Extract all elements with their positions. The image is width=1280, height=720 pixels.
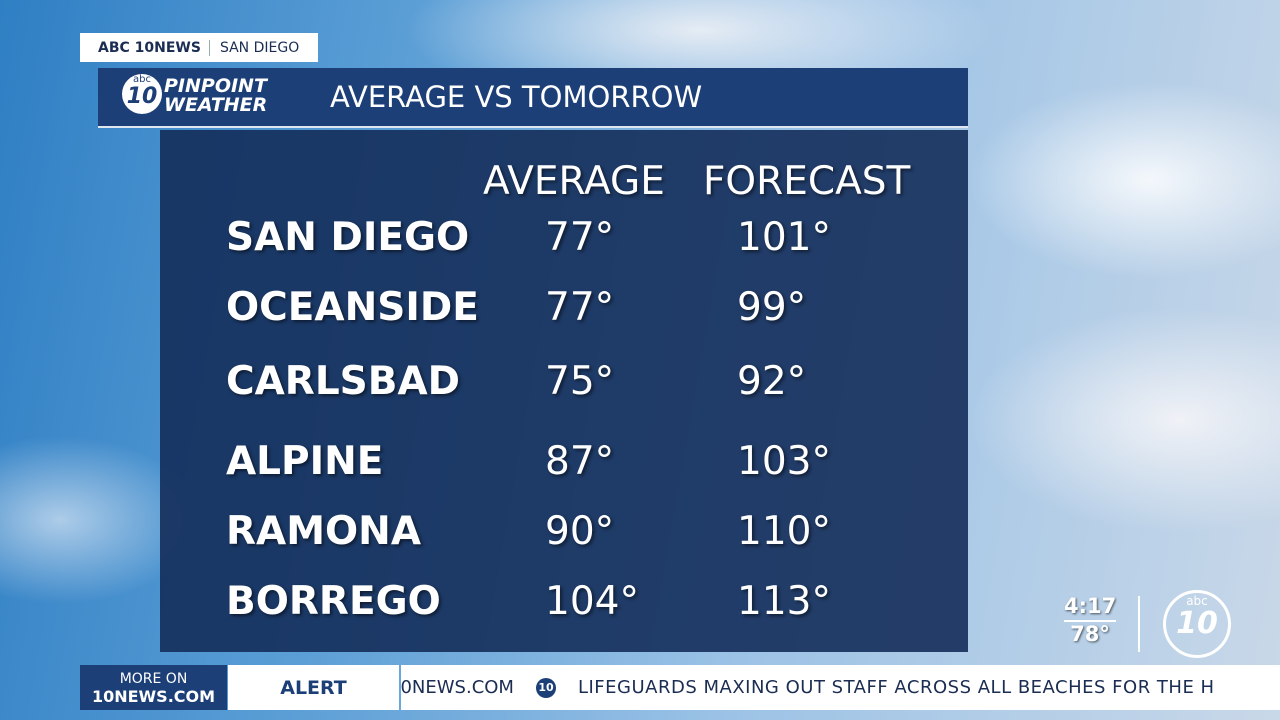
logo-number: 10 <box>126 84 158 109</box>
forecast-temp: 101° <box>737 215 831 260</box>
brand-bottom: WEATHER <box>164 94 268 116</box>
ticker-logo: 10 <box>535 677 556 698</box>
average-temp: 104° <box>545 579 639 624</box>
forecast-temp: 99° <box>737 285 807 330</box>
more-box: MORE ON 10NEWS.COM <box>80 665 227 710</box>
average-temp: 87° <box>545 439 615 484</box>
alert-label: ALERT <box>228 665 399 710</box>
city-name: SAN DIEGO <box>226 215 470 260</box>
table-panel: AVERAGE FORECAST SAN DIEGO 77° 101° OCEANSI… <box>160 130 968 652</box>
average-temp: 75° <box>545 359 615 404</box>
column-header: FORECAST <box>703 159 911 204</box>
station-name: ABC 10NEWS <box>80 39 210 56</box>
ticker-headline: LIFEGUARDS MAXING OUT STAFF ACROSS ALL B… <box>577 677 1215 698</box>
brand-top: PINPOINT <box>164 75 267 97</box>
city-name: CARLSBAD <box>226 359 461 404</box>
divider <box>1138 596 1140 652</box>
city-name: BORREGO <box>226 579 441 624</box>
forecast-temp: 92° <box>737 359 807 404</box>
station-city: SAN DIEGO <box>219 39 300 56</box>
header-bar: abc 10 PINPOINT WEATHER AVERAGE VS TOMOR… <box>98 68 968 128</box>
forecast-temp: 113° <box>737 579 831 624</box>
logo: abc 10 <box>122 74 162 114</box>
forecast-temp: 103° <box>737 439 831 484</box>
column-header: AVERAGE <box>483 159 665 204</box>
city-name: RAMONA <box>226 509 421 554</box>
more-top: MORE ON <box>119 670 188 687</box>
time: 4:17 <box>1064 594 1116 622</box>
brand: PINPOINT WEATHER <box>164 77 267 115</box>
average-temp: 77° <box>545 285 615 330</box>
ticker-site: 10NEWS.COM <box>401 677 514 698</box>
temperature: 78° <box>1070 622 1110 646</box>
average-temp: 77° <box>545 215 615 260</box>
time-temp: 4:17 78° <box>1064 594 1116 646</box>
city-name: OCEANSIDE <box>226 285 479 330</box>
city-name: ALPINE <box>226 439 384 484</box>
logo-small: abc <box>133 74 151 85</box>
more-bottom: 10NEWS.COM <box>91 686 216 706</box>
forecast-temp: 110° <box>737 509 831 554</box>
station-logo: abc 10 <box>1163 590 1231 658</box>
average-temp: 90° <box>545 509 615 554</box>
station-bug: ABC 10NEWS SAN DIEGO <box>80 33 318 62</box>
logo-number: 10 <box>1176 606 1218 641</box>
logo-small: abc <box>1186 594 1208 608</box>
ticker-crawl: 10NEWS.COM 10 LIFEGUARDS MAXING OUT STAF… <box>401 665 1280 710</box>
title: AVERAGE VS TOMORROW <box>330 80 703 114</box>
